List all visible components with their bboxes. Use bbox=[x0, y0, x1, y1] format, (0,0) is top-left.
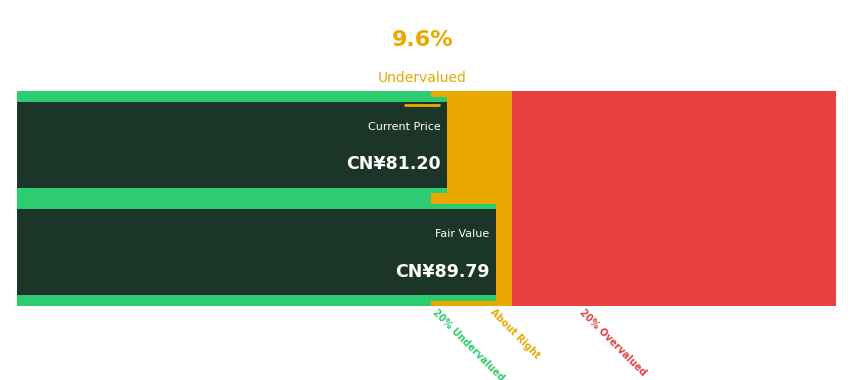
Text: Undervalued: Undervalued bbox=[377, 71, 466, 85]
Text: Current Price: Current Price bbox=[367, 122, 440, 131]
Bar bbox=[17, 102, 446, 188]
Text: About Right: About Right bbox=[487, 307, 541, 361]
Text: 20% Undervalued: 20% Undervalued bbox=[430, 307, 505, 380]
Text: CN¥89.79: CN¥89.79 bbox=[394, 263, 489, 280]
Bar bbox=[17, 91, 430, 306]
Bar bbox=[17, 97, 446, 193]
Bar bbox=[17, 204, 496, 301]
Bar bbox=[17, 209, 496, 295]
Bar bbox=[512, 91, 835, 306]
Text: Fair Value: Fair Value bbox=[435, 229, 489, 239]
Text: CN¥81.20: CN¥81.20 bbox=[345, 155, 440, 173]
Bar bbox=[430, 91, 512, 306]
Text: 9.6%: 9.6% bbox=[391, 30, 452, 50]
Text: 20% Overvalued: 20% Overvalued bbox=[578, 307, 648, 378]
